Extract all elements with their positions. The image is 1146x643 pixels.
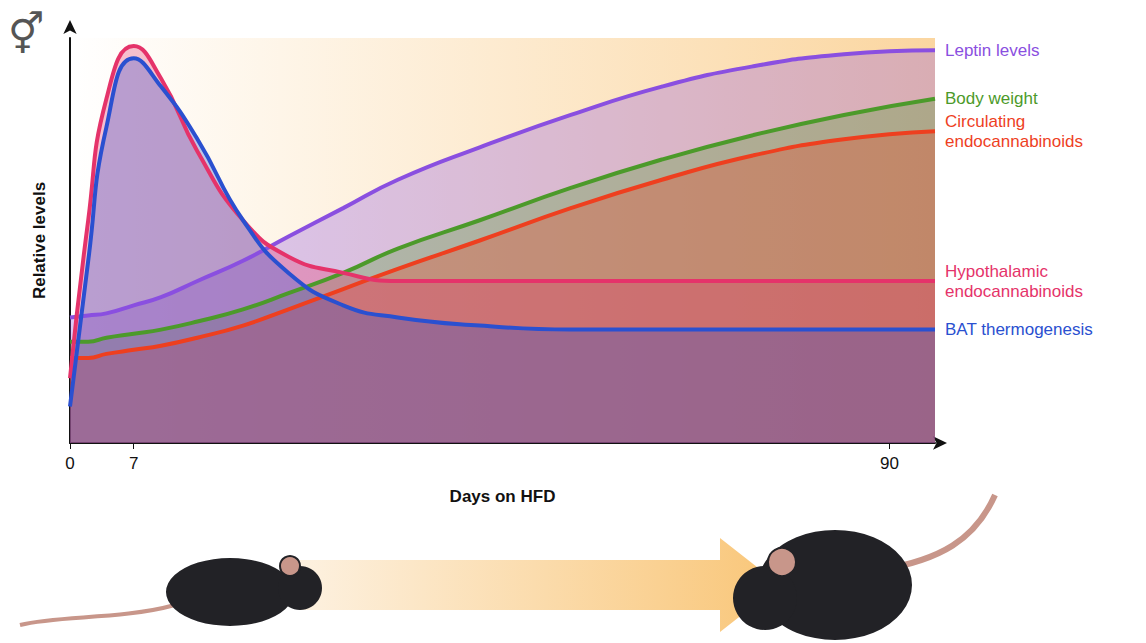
svg-text:90: 90	[880, 454, 899, 473]
svg-text:Days on HFD: Days on HFD	[450, 487, 556, 506]
svg-text:Relative levels: Relative levels	[30, 182, 49, 299]
svg-text:7: 7	[129, 454, 138, 473]
svg-text:endocannabinoids: endocannabinoids	[945, 132, 1083, 151]
svg-text:Hypothalamic: Hypothalamic	[945, 262, 1048, 281]
svg-text:0: 0	[65, 454, 74, 473]
svg-text:BAT thermogenesis: BAT thermogenesis	[945, 320, 1093, 339]
svg-text:Leptin levels: Leptin levels	[945, 41, 1040, 60]
svg-text:⚥: ⚥	[8, 11, 44, 57]
svg-text:Circulating: Circulating	[945, 112, 1025, 131]
svg-text:Body weight: Body weight	[945, 89, 1038, 108]
svg-text:endocannabinoids: endocannabinoids	[945, 282, 1083, 301]
